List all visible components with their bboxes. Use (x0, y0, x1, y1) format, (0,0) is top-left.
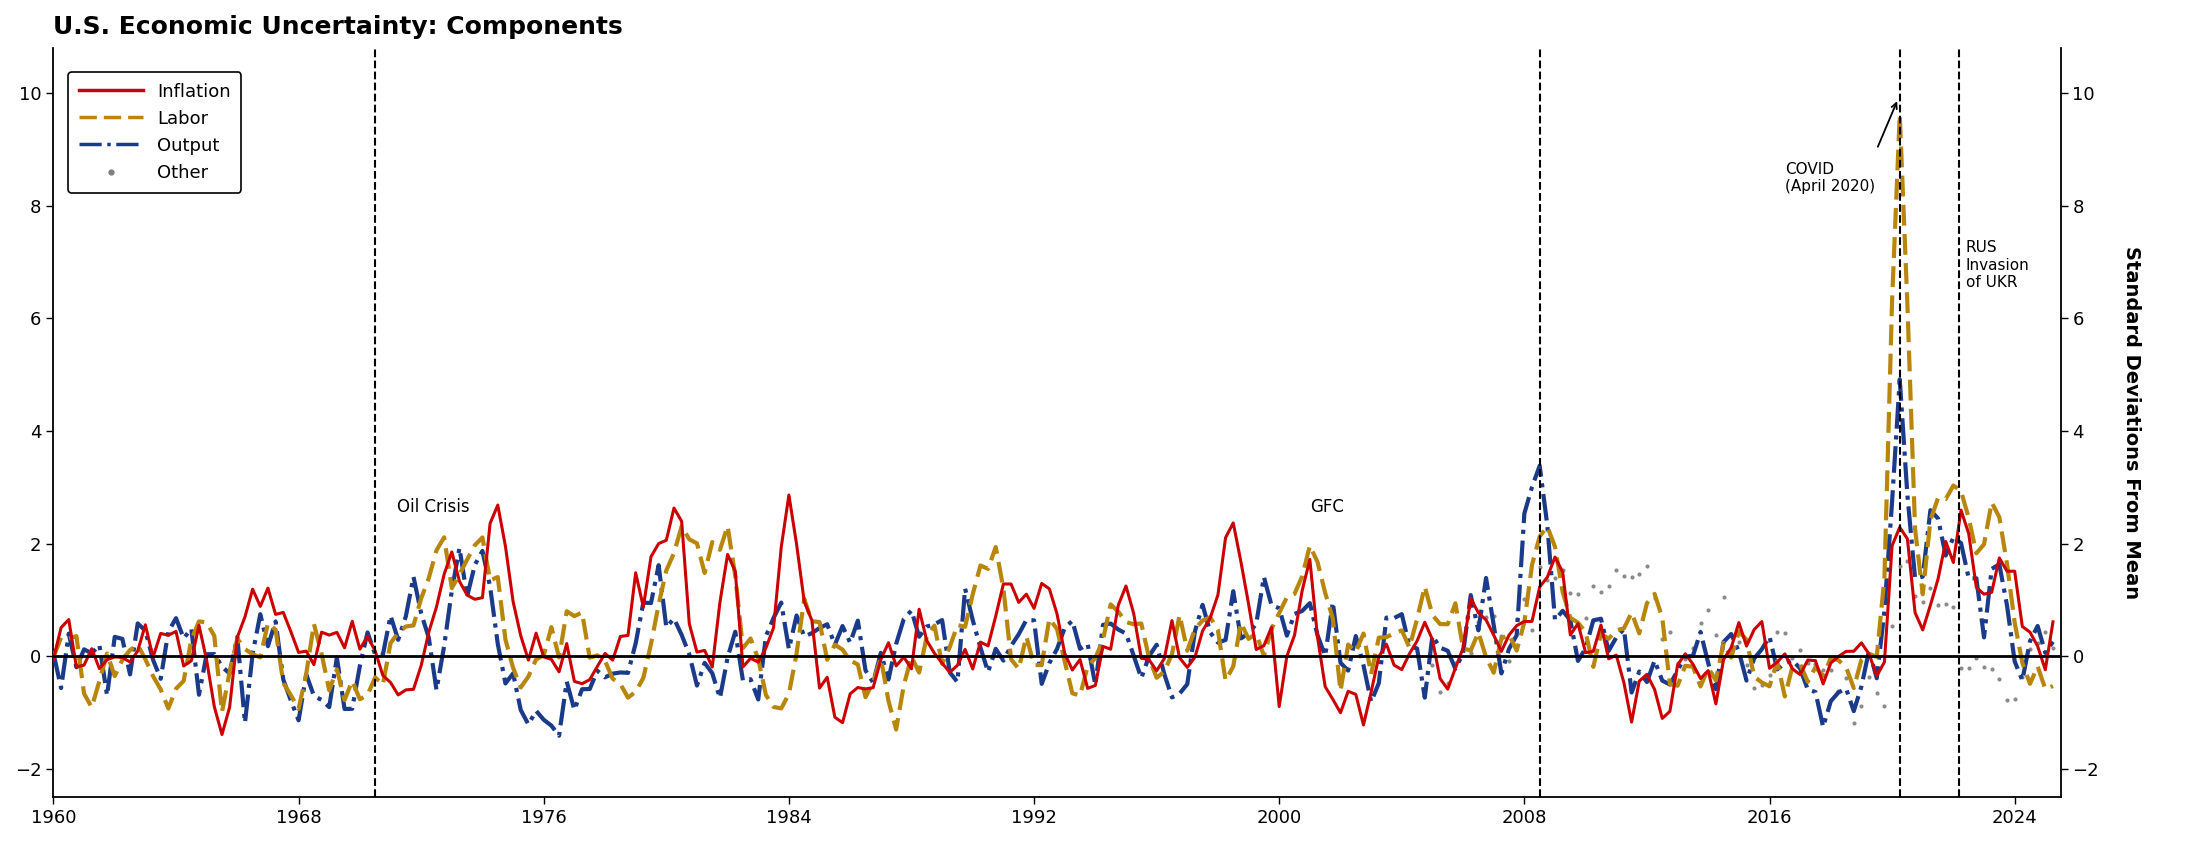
Legend: Inflation, Labor, Output, Other: Inflation, Labor, Output, Other (69, 72, 241, 193)
Text: GFC: GFC (1309, 498, 1344, 515)
Text: COVID
(April 2020): COVID (April 2020) (1784, 162, 1875, 195)
Y-axis label: Standard Deviations From Mean: Standard Deviations From Mean (2123, 246, 2140, 600)
Text: Oil Crisis: Oil Crisis (396, 498, 469, 515)
Text: U.S. Economic Uncertainty: Components: U.S. Economic Uncertainty: Components (53, 15, 624, 39)
Text: RUS
Invasion
of UKR: RUS Invasion of UKR (1966, 240, 2030, 290)
